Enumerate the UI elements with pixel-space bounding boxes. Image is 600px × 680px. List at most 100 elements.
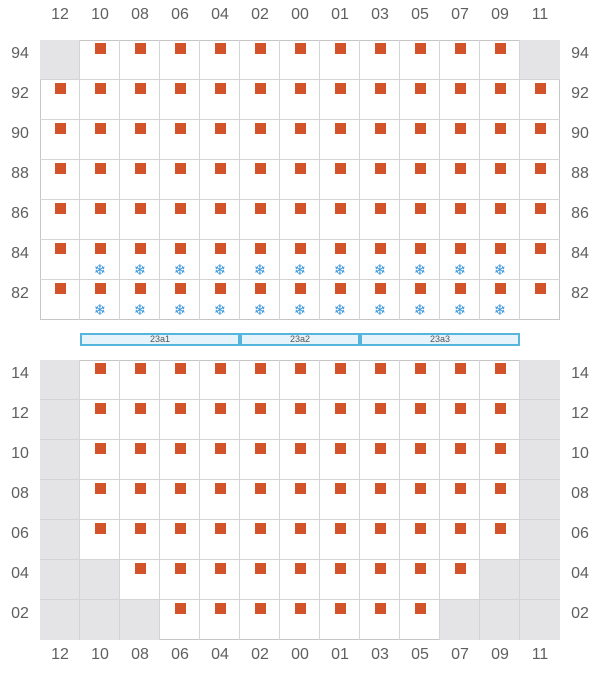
deck-slot-88-10[interactable]	[80, 160, 120, 200]
hold-slot-14-00[interactable]	[280, 360, 320, 400]
hold-slot-06-07[interactable]	[440, 520, 480, 560]
deck-slot-92-10[interactable]	[80, 80, 120, 120]
deck-slot-82-11[interactable]	[520, 280, 560, 320]
hold-slot-10-03[interactable]	[360, 440, 400, 480]
hold-slot-08-10[interactable]	[80, 480, 120, 520]
hold-slot-04-02[interactable]	[240, 560, 280, 600]
hold-slot-14-01[interactable]	[320, 360, 360, 400]
hold-slot-14-08[interactable]	[120, 360, 160, 400]
deck-slot-86-10[interactable]	[80, 200, 120, 240]
deck-slot-84-12[interactable]	[40, 240, 80, 280]
deck-slot-90-08[interactable]	[120, 120, 160, 160]
deck-slot-90-11[interactable]	[520, 120, 560, 160]
deck-slot-92-02[interactable]	[240, 80, 280, 120]
hold-slot-04-03[interactable]	[360, 560, 400, 600]
hold-slot-08-05[interactable]	[400, 480, 440, 520]
deck-slot-92-03[interactable]	[360, 80, 400, 120]
hold-slot-14-06[interactable]	[160, 360, 200, 400]
deck-slot-82-10[interactable]: ❄	[80, 280, 120, 320]
hold-slot-12-02[interactable]	[240, 400, 280, 440]
hold-slot-04-07[interactable]	[440, 560, 480, 600]
hold-slot-08-03[interactable]	[360, 480, 400, 520]
hold-slot-02-01[interactable]	[320, 600, 360, 640]
deck-slot-82-05[interactable]: ❄	[400, 280, 440, 320]
hold-slot-06-10[interactable]	[80, 520, 120, 560]
deck-slot-92-11[interactable]	[520, 80, 560, 120]
deck-slot-94-07[interactable]	[440, 40, 480, 80]
hold-slot-06-09[interactable]	[480, 520, 520, 560]
hold-slot-04-06[interactable]	[160, 560, 200, 600]
deck-slot-86-00[interactable]	[280, 200, 320, 240]
deck-slot-86-12[interactable]	[40, 200, 80, 240]
deck-slot-84-04[interactable]: ❄	[200, 240, 240, 280]
deck-slot-86-04[interactable]	[200, 200, 240, 240]
hold-slot-02-02[interactable]	[240, 600, 280, 640]
hold-slot-02-05[interactable]	[400, 600, 440, 640]
deck-slot-94-01[interactable]	[320, 40, 360, 80]
deck-slot-82-08[interactable]: ❄	[120, 280, 160, 320]
hold-slot-14-09[interactable]	[480, 360, 520, 400]
hold-slot-08-06[interactable]	[160, 480, 200, 520]
hold-slot-08-01[interactable]	[320, 480, 360, 520]
hold-slot-08-09[interactable]	[480, 480, 520, 520]
hold-slot-12-00[interactable]	[280, 400, 320, 440]
deck-slot-82-06[interactable]: ❄	[160, 280, 200, 320]
hold-slot-10-10[interactable]	[80, 440, 120, 480]
hold-slot-08-08[interactable]	[120, 480, 160, 520]
deck-slot-90-04[interactable]	[200, 120, 240, 160]
deck-slot-86-08[interactable]	[120, 200, 160, 240]
bay-label-23a2[interactable]: 23a2	[240, 333, 360, 346]
hold-slot-14-10[interactable]	[80, 360, 120, 400]
deck-slot-90-07[interactable]	[440, 120, 480, 160]
hold-slot-12-06[interactable]	[160, 400, 200, 440]
hold-slot-08-07[interactable]	[440, 480, 480, 520]
bay-label-23a3[interactable]: 23a3	[360, 333, 520, 346]
deck-slot-84-10[interactable]: ❄	[80, 240, 120, 280]
hold-slot-12-03[interactable]	[360, 400, 400, 440]
deck-slot-86-09[interactable]	[480, 200, 520, 240]
hold-slot-08-02[interactable]	[240, 480, 280, 520]
deck-slot-82-00[interactable]: ❄	[280, 280, 320, 320]
deck-slot-88-05[interactable]	[400, 160, 440, 200]
deck-slot-88-01[interactable]	[320, 160, 360, 200]
hold-slot-14-07[interactable]	[440, 360, 480, 400]
deck-slot-84-11[interactable]	[520, 240, 560, 280]
hold-slot-12-09[interactable]	[480, 400, 520, 440]
deck-slot-82-04[interactable]: ❄	[200, 280, 240, 320]
deck-slot-86-02[interactable]	[240, 200, 280, 240]
hold-slot-14-05[interactable]	[400, 360, 440, 400]
hold-slot-06-03[interactable]	[360, 520, 400, 560]
hold-slot-02-00[interactable]	[280, 600, 320, 640]
deck-slot-92-05[interactable]	[400, 80, 440, 120]
hold-slot-04-05[interactable]	[400, 560, 440, 600]
hold-slot-12-08[interactable]	[120, 400, 160, 440]
hold-slot-12-01[interactable]	[320, 400, 360, 440]
deck-slot-92-06[interactable]	[160, 80, 200, 120]
deck-slot-84-06[interactable]: ❄	[160, 240, 200, 280]
deck-slot-82-01[interactable]: ❄	[320, 280, 360, 320]
deck-slot-88-07[interactable]	[440, 160, 480, 200]
hold-slot-04-04[interactable]	[200, 560, 240, 600]
hold-slot-10-00[interactable]	[280, 440, 320, 480]
deck-slot-84-09[interactable]: ❄	[480, 240, 520, 280]
hold-slot-10-02[interactable]	[240, 440, 280, 480]
deck-slot-92-09[interactable]	[480, 80, 520, 120]
hold-slot-06-05[interactable]	[400, 520, 440, 560]
deck-slot-92-01[interactable]	[320, 80, 360, 120]
hold-slot-10-01[interactable]	[320, 440, 360, 480]
hold-slot-12-10[interactable]	[80, 400, 120, 440]
hold-slot-04-08[interactable]	[120, 560, 160, 600]
bay-label-23a1[interactable]: 23a1	[80, 333, 240, 346]
deck-slot-94-09[interactable]	[480, 40, 520, 80]
deck-slot-90-03[interactable]	[360, 120, 400, 160]
hold-slot-02-06[interactable]	[160, 600, 200, 640]
deck-slot-82-09[interactable]: ❄	[480, 280, 520, 320]
deck-slot-86-03[interactable]	[360, 200, 400, 240]
hold-slot-08-00[interactable]	[280, 480, 320, 520]
deck-slot-86-01[interactable]	[320, 200, 360, 240]
deck-slot-92-12[interactable]	[40, 80, 80, 120]
deck-slot-90-12[interactable]	[40, 120, 80, 160]
hold-slot-14-04[interactable]	[200, 360, 240, 400]
deck-slot-84-00[interactable]: ❄	[280, 240, 320, 280]
hold-slot-06-01[interactable]	[320, 520, 360, 560]
